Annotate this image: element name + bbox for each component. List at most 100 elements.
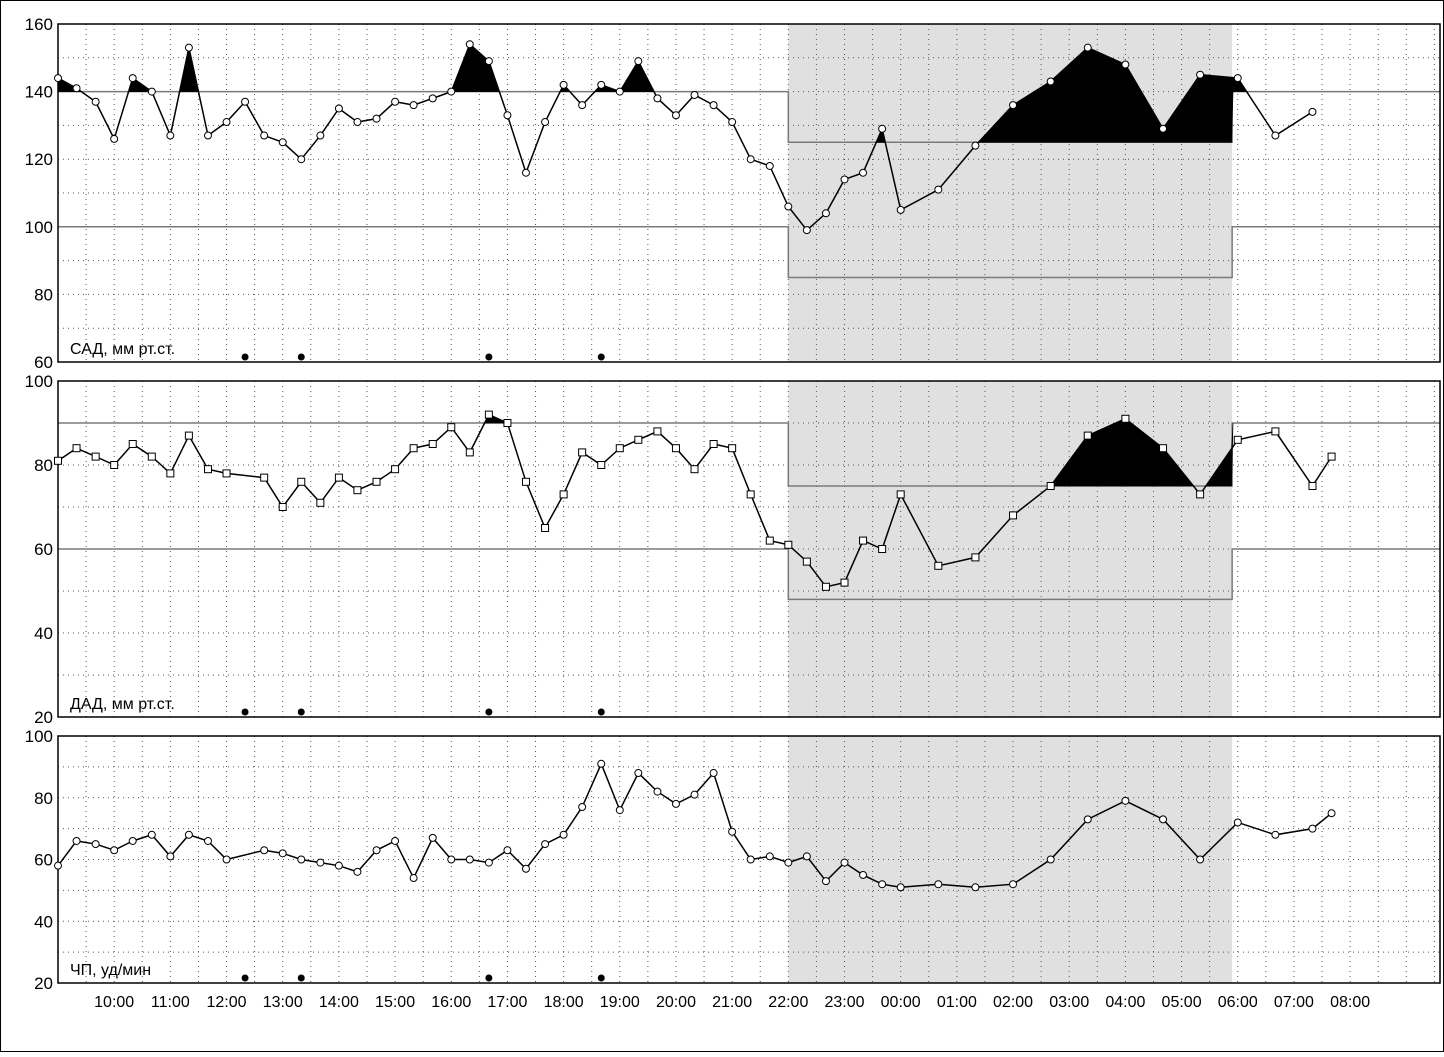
- data-point: [598, 81, 605, 88]
- threshold-lower: [58, 227, 1440, 278]
- data-point: [504, 847, 511, 854]
- data-point: [654, 95, 661, 102]
- x-tick-label: 17:00: [487, 994, 527, 1011]
- data-point: [504, 112, 511, 119]
- data-point: [672, 800, 679, 807]
- y-tick-label: 40: [34, 624, 53, 643]
- data-point: [354, 119, 361, 126]
- x-tick-label: 06:00: [1218, 994, 1258, 1011]
- x-tick-label: 03:00: [1049, 994, 1089, 1011]
- data-point: [279, 504, 286, 511]
- x-tick-label: 15:00: [375, 994, 415, 1011]
- data-point: [185, 44, 192, 51]
- x-tick-label: 23:00: [824, 994, 864, 1011]
- data-point: [1010, 512, 1017, 519]
- data-point: [579, 449, 586, 456]
- data-point: [1122, 61, 1129, 68]
- data-point: [1047, 856, 1054, 863]
- data-point: [710, 770, 717, 777]
- data-point: [747, 491, 754, 498]
- data-point: [1160, 125, 1167, 132]
- y-tick-label: 80: [34, 285, 53, 304]
- data-point: [710, 102, 717, 109]
- data-point: [822, 583, 829, 590]
- x-tick-label: 16:00: [431, 994, 471, 1011]
- data-point: [1328, 810, 1335, 817]
- data-point: [148, 831, 155, 838]
- data-point: [672, 112, 679, 119]
- data-point: [1197, 856, 1204, 863]
- data-point: [860, 871, 867, 878]
- data-point: [261, 132, 268, 139]
- data-point: [879, 546, 886, 553]
- data-point: [204, 466, 211, 473]
- data-point: [616, 807, 623, 814]
- data-point: [560, 831, 567, 838]
- data-point: [317, 132, 324, 139]
- data-point: [542, 525, 549, 532]
- x-tick-label: 01:00: [937, 994, 977, 1011]
- data-point: [55, 75, 62, 82]
- data-point: [1084, 432, 1091, 439]
- data-point: [185, 831, 192, 838]
- data-point: [317, 859, 324, 866]
- night-shading: [788, 24, 1232, 362]
- data-point: [860, 537, 867, 544]
- data-point: [1010, 881, 1017, 888]
- data-point: [635, 436, 642, 443]
- x-tick-label: 11:00: [151, 994, 190, 1011]
- data-point: [1160, 445, 1167, 452]
- x-tick-label: 02:00: [993, 994, 1033, 1011]
- data-point: [129, 441, 136, 448]
- data-point: [429, 441, 436, 448]
- y-tick-label: 100: [25, 372, 53, 391]
- data-point: [522, 169, 529, 176]
- data-point: [729, 119, 736, 126]
- data-point: [1234, 819, 1241, 826]
- y-tick-label: 160: [25, 15, 53, 34]
- data-point: [785, 203, 792, 210]
- data-point: [1122, 415, 1129, 422]
- data-point: [279, 850, 286, 857]
- panel-label: САД, мм рт.ст.: [70, 341, 175, 358]
- data-point: [129, 75, 136, 82]
- data-point: [972, 142, 979, 149]
- event-marker: [242, 354, 249, 361]
- data-point: [972, 554, 979, 561]
- data-point: [223, 856, 230, 863]
- x-tick-label: 04:00: [1105, 994, 1145, 1011]
- data-point: [261, 847, 268, 854]
- data-point: [803, 558, 810, 565]
- data-point: [691, 466, 698, 473]
- data-point: [298, 156, 305, 163]
- data-point: [841, 859, 848, 866]
- event-marker: [598, 975, 605, 982]
- panel-label: ЧП, уд/мин: [70, 962, 151, 979]
- data-point: [448, 856, 455, 863]
- threshold-lower: [58, 549, 1440, 599]
- data-point: [466, 449, 473, 456]
- data-point: [897, 884, 904, 891]
- x-tick-label: 10:00: [94, 994, 134, 1011]
- x-tick-label: 07:00: [1274, 994, 1314, 1011]
- data-point: [691, 791, 698, 798]
- data-point: [1047, 483, 1054, 490]
- y-tick-label: 80: [34, 789, 53, 808]
- data-point: [111, 462, 118, 469]
- data-point: [73, 837, 80, 844]
- data-point: [261, 474, 268, 481]
- data-point: [148, 88, 155, 95]
- data-point: [298, 856, 305, 863]
- event-marker: [242, 975, 249, 982]
- data-point: [55, 862, 62, 869]
- data-point: [747, 856, 754, 863]
- data-point: [729, 828, 736, 835]
- data-point: [335, 474, 342, 481]
- data-point: [560, 491, 567, 498]
- data-point: [504, 420, 511, 427]
- data-point: [1234, 75, 1241, 82]
